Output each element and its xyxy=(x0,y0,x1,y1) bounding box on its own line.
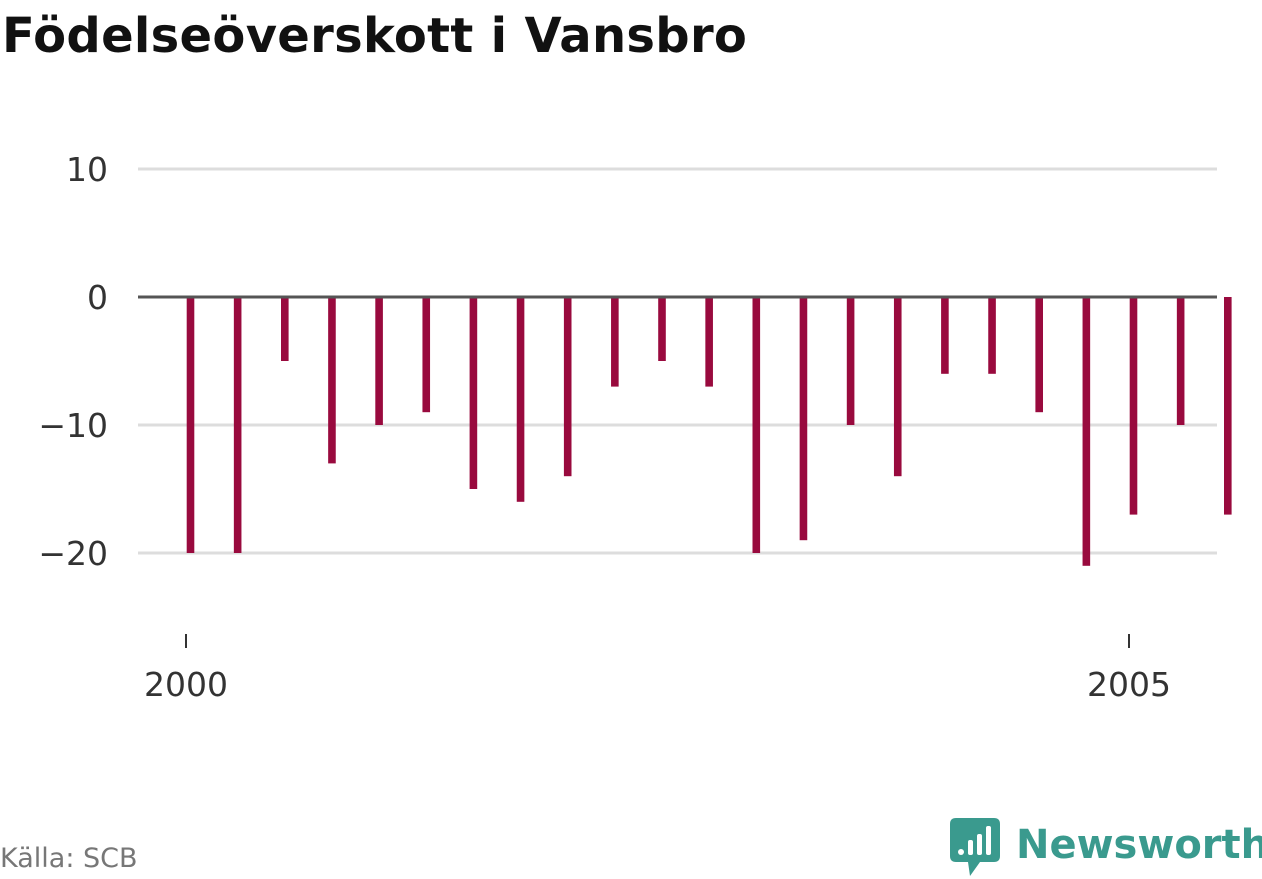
grid-lines xyxy=(138,167,1217,555)
bar xyxy=(1035,297,1043,413)
y-tick-label: −10 xyxy=(38,406,108,445)
x-tick-label: 2005 xyxy=(1087,665,1171,704)
bar xyxy=(658,297,666,361)
bar xyxy=(988,297,996,374)
y-tick-label: −20 xyxy=(38,534,108,573)
bar xyxy=(563,297,572,477)
bar xyxy=(1224,297,1232,515)
bar xyxy=(233,297,242,553)
bar-chart: 100−10−20200020052010201520202025 xyxy=(38,150,1232,704)
bar xyxy=(1176,297,1185,425)
bar xyxy=(941,297,949,374)
brand-logo: Newsworthy xyxy=(950,818,1262,878)
bar xyxy=(516,297,525,502)
bar xyxy=(611,297,619,387)
bar xyxy=(186,297,195,553)
bar xyxy=(422,297,431,413)
bar xyxy=(375,297,383,425)
bar xyxy=(752,297,761,553)
axes: 100−10−20200020052010201520202025 xyxy=(38,150,1217,704)
bar xyxy=(1129,297,1138,515)
bar xyxy=(328,297,336,464)
bar xyxy=(281,297,289,361)
bar xyxy=(893,297,902,477)
source-note: Källa: SCB xyxy=(0,843,138,874)
bar xyxy=(1082,297,1091,566)
bar xyxy=(469,297,478,489)
brand-name: Newsworthy xyxy=(1016,822,1262,868)
y-tick-label: 0 xyxy=(87,278,108,317)
newsworthy-logo-icon xyxy=(950,818,1000,876)
bar xyxy=(705,297,713,387)
y-tick-label: 10 xyxy=(66,150,108,189)
bar xyxy=(799,297,808,541)
bar xyxy=(846,297,855,425)
x-tick-label: 2000 xyxy=(144,665,228,704)
chart-title: Födelseöverskott i Vansbro xyxy=(2,8,748,64)
bars xyxy=(186,297,1232,566)
